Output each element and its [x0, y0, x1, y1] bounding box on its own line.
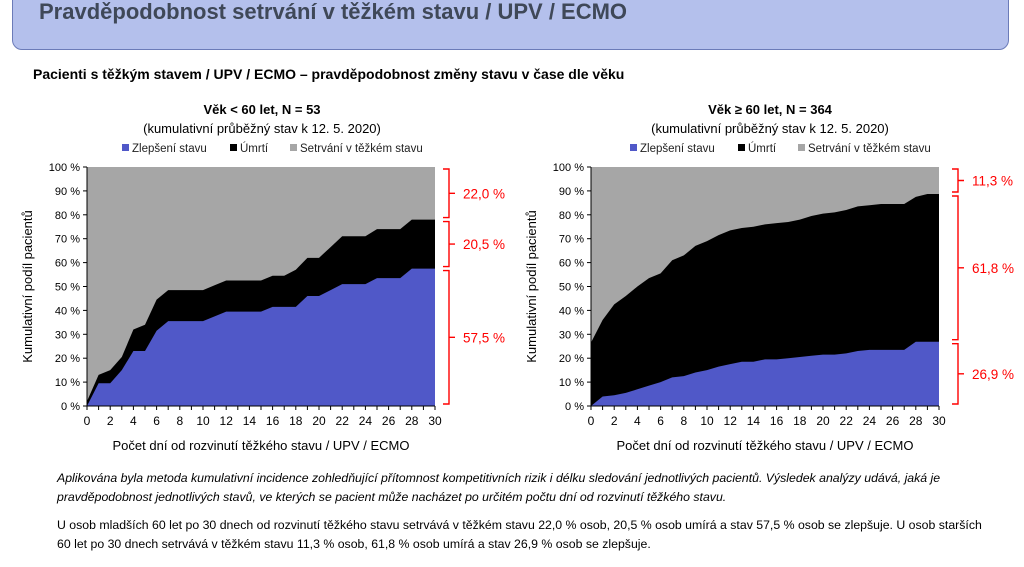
y-tick-label: 70 % [559, 234, 584, 246]
x-tick-label: 20 [816, 414, 830, 428]
x-tick-label: 16 [266, 414, 280, 428]
legend-swatch [290, 144, 297, 151]
legend-label: Zlepšení stavu [132, 143, 207, 155]
x-tick-label: 28 [405, 414, 419, 428]
chart-subtitle: (kumulativní průběžný stav k 12. 5. 2020… [651, 121, 889, 136]
x-tick-label: 0 [84, 414, 91, 428]
x-tick-label: 16 [770, 414, 784, 428]
bracket-label: 11,3 % [972, 174, 1013, 189]
x-tick-label: 24 [359, 414, 373, 428]
y-tick-label: 80 % [55, 210, 80, 222]
x-tick-label: 22 [840, 414, 854, 428]
legend-swatch [122, 144, 129, 151]
y-tick-label: 50 % [559, 282, 584, 294]
bracket [443, 168, 455, 219]
y-tick-label: 60 % [55, 258, 80, 270]
y-tick-label: 40 % [559, 305, 584, 317]
y-tick-label: 20 % [55, 353, 80, 365]
bracket-label: 61,8 % [972, 261, 1014, 276]
y-axis-label: Kumulativní podíl pacientů [524, 210, 539, 362]
chart-subtitle: (kumulativní průběžný stav k 12. 5. 2020… [143, 121, 381, 136]
y-tick-label: 80 % [559, 210, 584, 222]
x-tick-label: 30 [932, 414, 946, 428]
x-axis-label: Počet dní od rozvinutí těžkého stavu / U… [113, 438, 410, 453]
legend-label: Úmrtí [748, 142, 777, 155]
chart-title: Věk < 60 let, N = 53 [203, 102, 320, 117]
chart-title: Věk ≥ 60 let, N = 364 [708, 102, 833, 117]
y-tick-label: 40 % [55, 305, 80, 317]
x-tick-label: 8 [176, 414, 183, 428]
section-subtitle: Pacienti s těžkým stavem / UPV / ECMO – … [33, 66, 625, 82]
x-tick-label: 2 [611, 414, 618, 428]
x-tick-label: 26 [886, 414, 900, 428]
x-tick-label: 28 [909, 414, 923, 428]
x-tick-label: 0 [588, 414, 595, 428]
legend-label: Úmrtí [240, 142, 269, 155]
x-tick-label: 18 [289, 414, 303, 428]
x-tick-label: 2 [107, 414, 114, 428]
x-tick-label: 6 [657, 414, 664, 428]
x-tick-label: 6 [153, 414, 160, 428]
y-tick-label: 50 % [55, 282, 80, 294]
y-tick-label: 70 % [55, 234, 80, 246]
x-tick-label: 18 [793, 414, 807, 428]
y-tick-label: 10 % [55, 377, 80, 389]
x-tick-label: 20 [312, 414, 326, 428]
y-axis-label: Kumulativní podíl pacientů [20, 210, 35, 362]
method-note: Aplikována byla metoda kumulativní incid… [57, 471, 941, 504]
area-improvement [591, 341, 939, 406]
y-tick-label: 100 % [49, 162, 80, 174]
bracket [952, 168, 964, 193]
legend-swatch [738, 144, 745, 151]
bracket [443, 220, 455, 268]
x-tick-label: 4 [130, 414, 137, 428]
y-tick-label: 100 % [553, 162, 584, 174]
x-tick-label: 10 [196, 414, 210, 428]
x-tick-label: 12 [220, 414, 234, 428]
x-tick-label: 8 [680, 414, 687, 428]
x-tick-label: 30 [428, 414, 442, 428]
x-tick-label: 10 [700, 414, 714, 428]
bracket [952, 343, 964, 405]
x-tick-label: 14 [747, 414, 761, 428]
y-tick-label: 20 % [559, 353, 584, 365]
y-tick-label: 90 % [55, 186, 80, 198]
bracket [952, 195, 964, 341]
legend-swatch [798, 144, 805, 151]
x-tick-label: 14 [243, 414, 257, 428]
x-tick-label: 4 [634, 414, 641, 428]
legend-swatch [630, 144, 637, 151]
y-tick-label: 30 % [559, 329, 584, 341]
y-tick-label: 90 % [559, 186, 584, 198]
bracket-label: 26,9 % [972, 367, 1014, 382]
bracket-label: 22,0 % [463, 186, 505, 201]
legend-label: Setrvání v těžkém stavu [808, 143, 931, 155]
summary-note: U osob mladších 60 let po 30 dnech od ro… [57, 518, 982, 551]
legend-label: Zlepšení stavu [640, 143, 715, 155]
y-tick-label: 0 % [565, 401, 584, 413]
y-tick-label: 30 % [55, 329, 80, 341]
x-tick-label: 12 [724, 414, 738, 428]
x-tick-label: 22 [336, 414, 350, 428]
legend-swatch [230, 144, 237, 151]
x-tick-label: 26 [382, 414, 396, 428]
y-tick-label: 0 % [61, 401, 80, 413]
area-improvement [87, 268, 435, 406]
page-title: Pravděpodobnost setrvání v těžkém stavu … [39, 0, 628, 24]
header-banner: Pravděpodobnost setrvání v těžkém stavu … [12, 0, 1009, 50]
bracket [443, 269, 455, 405]
y-tick-label: 10 % [559, 377, 584, 389]
bracket-label: 20,5 % [463, 237, 505, 252]
x-tick-label: 24 [863, 414, 877, 428]
x-axis-label: Počet dní od rozvinutí těžkého stavu / U… [617, 438, 914, 453]
y-tick-label: 60 % [559, 258, 584, 270]
notes: Aplikována byla metoda kumulativní incid… [57, 469, 987, 563]
legend-label: Setrvání v těžkém stavu [300, 143, 423, 155]
bracket-label: 57,5 % [463, 330, 505, 345]
